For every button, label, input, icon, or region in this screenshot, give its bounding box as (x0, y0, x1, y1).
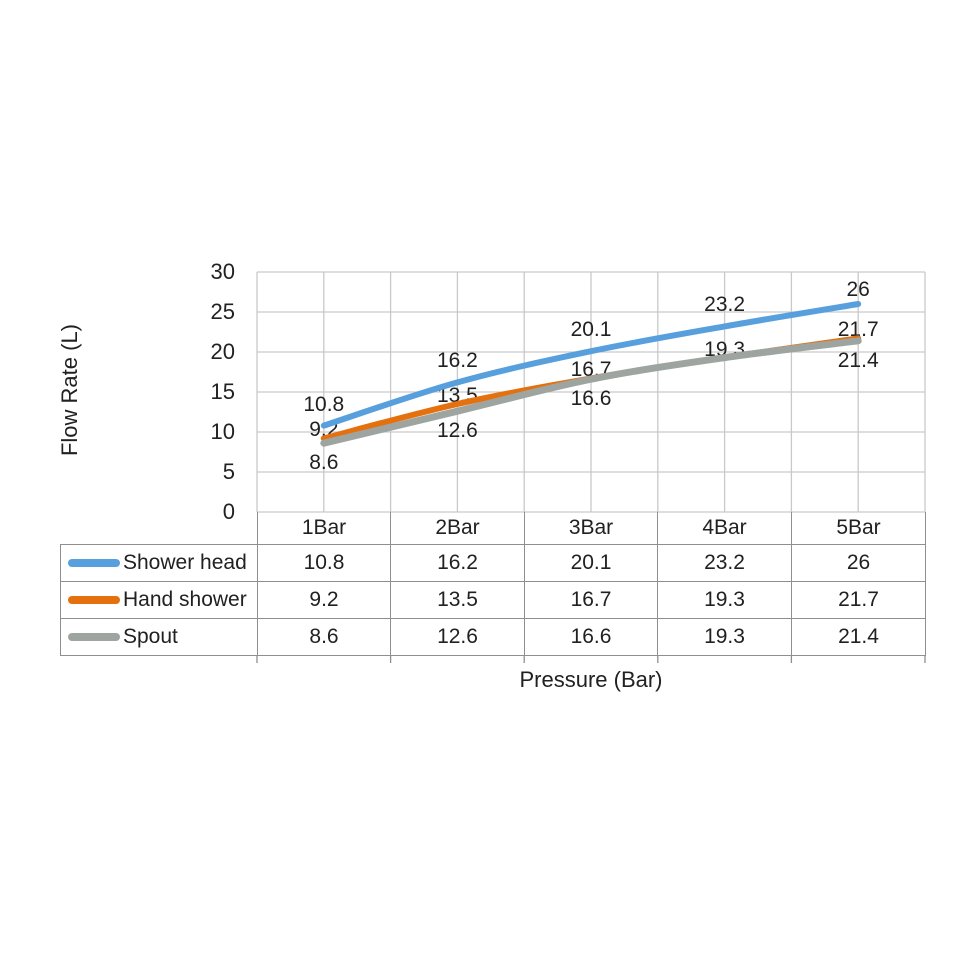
value-cell: 8.6 (257, 618, 391, 656)
y-tick-label: 20 (210, 339, 235, 364)
data-label: 16.6 (570, 387, 612, 411)
value-cell: 16.2 (390, 544, 525, 582)
legend-key-spout (68, 633, 120, 641)
y-tick-label: 15 (210, 379, 235, 404)
data-label: 23.2 (704, 293, 746, 317)
data-label: 12.6 (436, 419, 478, 443)
y-tick-label: 30 (210, 259, 235, 284)
table-row: Hand shower 9.2 13.5 16.7 19.3 21.7 (60, 581, 926, 619)
legend-key-shower-head (68, 559, 120, 567)
value-cell: 23.2 (657, 544, 792, 582)
series-name-cell: Shower head (60, 544, 258, 582)
value-cell: 12.6 (390, 618, 525, 656)
value-cell: 21.7 (791, 581, 926, 619)
category-header-cell: 4Bar (657, 512, 792, 545)
data-label: 16.7 (570, 358, 612, 382)
data-label: 8.6 (309, 451, 339, 475)
data-label: 9.2 (309, 418, 339, 442)
legend-key-hand-shower (68, 596, 120, 604)
series-name-label: Shower head (123, 551, 247, 574)
y-tick-label: 5 (222, 459, 235, 484)
value-cell: 16.7 (524, 581, 658, 619)
value-cell: 13.5 (390, 581, 525, 619)
x-axis-title: Pressure (Bar) (519, 667, 663, 692)
data-label: 13.5 (436, 384, 478, 407)
category-header-cell: 1Bar (257, 512, 391, 545)
value-cell: 10.8 (257, 544, 391, 582)
data-label: 10.8 (303, 392, 345, 416)
value-cell: 26 (791, 544, 926, 582)
y-tick-label: 25 (210, 299, 235, 324)
data-label: 26 (846, 278, 870, 301)
data-label: 20.1 (570, 318, 612, 342)
category-header-row: 1Bar 2Bar 3Bar 4Bar 5Bar (60, 512, 926, 545)
value-cell: 19.3 (657, 581, 792, 619)
data-label: 21.7 (837, 318, 879, 342)
category-header-cell: 5Bar (791, 512, 926, 545)
table-row: Spout 8.6 12.6 16.6 19.3 21.4 (60, 618, 926, 656)
y-axis-title: Flow Rate (L) (57, 323, 82, 457)
value-cell: 19.3 (657, 618, 792, 656)
value-cell: 9.2 (257, 581, 391, 619)
series-name-label: Spout (123, 625, 178, 648)
data-label: 16.2 (436, 349, 478, 373)
value-cell: 16.6 (524, 618, 658, 656)
table-corner-blank-cell (60, 512, 258, 545)
y-tick-label: 10 (210, 419, 235, 444)
series-name-cell: Spout (60, 618, 258, 656)
data-table: 1Bar 2Bar 3Bar 4Bar 5Bar Shower head 10.… (60, 512, 926, 656)
value-cell: 20.1 (524, 544, 658, 582)
data-label: 21.4 (837, 348, 879, 372)
value-cell: 21.4 (791, 618, 926, 656)
series-name-cell: Hand shower (60, 581, 258, 619)
series-name-label: Hand shower (123, 588, 247, 611)
category-header-cell: 2Bar (390, 512, 525, 545)
data-label: 19.3 (704, 337, 746, 361)
table-row: Shower head 10.8 16.2 20.1 23.2 26 (60, 544, 926, 582)
category-header-cell: 3Bar (524, 512, 658, 545)
